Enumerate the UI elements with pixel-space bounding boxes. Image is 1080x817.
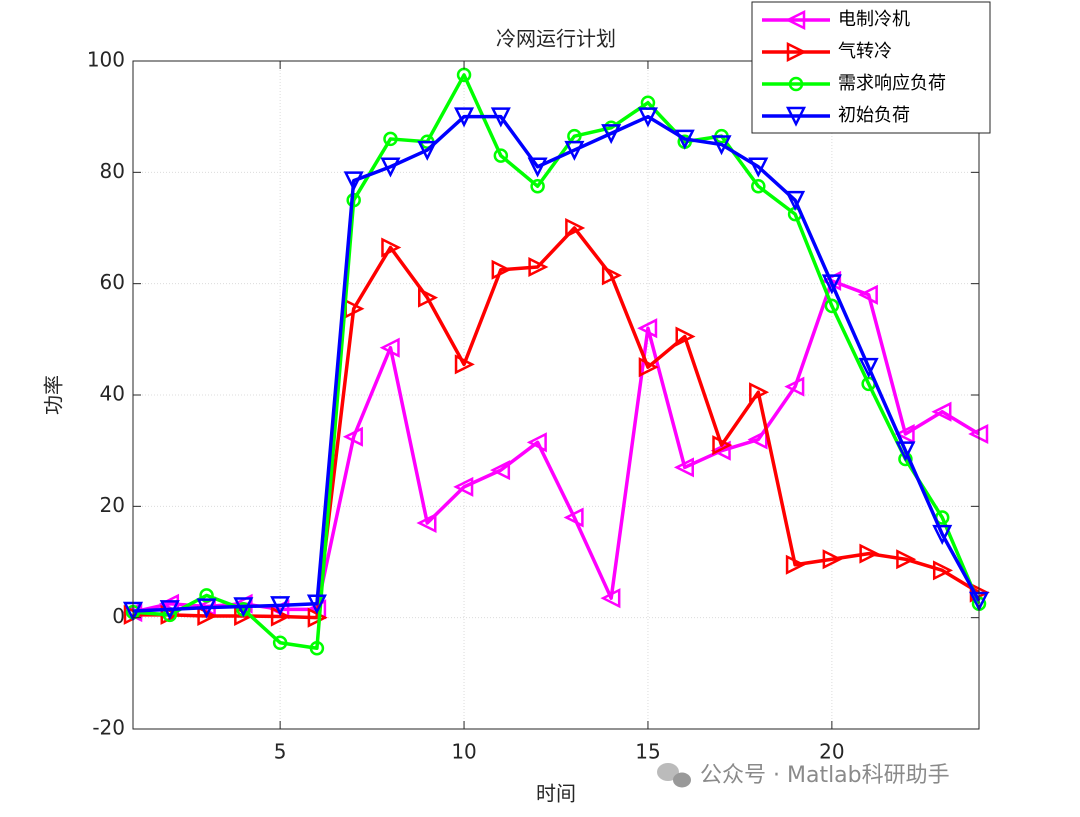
marker [674,129,695,150]
marker [527,157,548,178]
watermark-group: 公众号 · Matlab科研助手 [657,763,950,788]
marker [785,554,806,575]
marker [896,549,917,570]
marker [493,148,509,163]
marker [857,284,878,305]
marker [637,107,658,128]
marker [563,507,584,528]
marker [712,435,733,456]
marker [748,157,769,178]
y-tick-label: -20 [92,716,125,740]
marker [159,600,180,621]
marker [784,376,805,397]
marker [565,217,586,239]
marker [785,190,806,211]
legend-marker [786,41,807,63]
marker [196,598,217,619]
marker [272,635,288,650]
legend-label: 气转冷 [838,41,892,62]
y-tick-label: 0 [112,604,125,628]
marker [858,357,879,378]
marker [673,457,694,478]
marker [749,382,770,403]
marker [600,588,621,609]
marker [751,179,766,194]
y-tick-label: 100 [87,48,125,72]
legend-marker [788,76,804,92]
marker [526,432,547,453]
legend-label: 初始负荷 [838,105,910,126]
marker [343,171,364,192]
watermark-icon [673,772,691,788]
y-tick-label: 60 [100,270,125,294]
marker [932,560,954,581]
marker [197,605,218,627]
marker [859,543,880,564]
ticks: -20 0 20 40 60 80 100 5 10 15 20 [87,48,979,764]
marker [306,594,327,615]
marker [199,588,214,603]
x-tick-label: 10 [451,740,476,764]
marker [931,401,952,422]
y-tick-label: 40 [100,382,125,406]
marker [380,157,401,178]
watermark: 公众号 · Matlab科研助手 [700,763,950,788]
marker [601,124,622,145]
marker [675,326,696,347]
y-axis-label: 功率 [42,375,66,415]
marker [270,596,291,617]
marker [454,107,475,128]
marker [528,256,549,277]
marker [747,429,768,450]
marker [564,140,585,161]
marker [417,140,438,161]
legend-label: 电制冷机 [838,9,910,30]
legend-marker [785,9,806,31]
watermark-icon [657,763,679,781]
marker [416,513,437,534]
marker [379,337,400,358]
marker [454,354,475,375]
marker [637,318,658,339]
marker [418,287,439,308]
legend-label: 需求响应负荷 [838,73,946,94]
marker [894,423,915,444]
line [132,114,981,613]
marker [711,135,732,156]
marker [383,131,398,147]
marker [309,641,325,656]
marker [895,441,916,462]
marker [822,549,843,570]
line [132,73,981,651]
marker [638,357,659,378]
marker [491,259,512,280]
y-tick-label: 20 [100,493,125,517]
marker [453,476,474,497]
marker [601,265,622,286]
x-axis-label: 时间 [536,782,576,806]
marker [233,597,254,618]
x-tick-label: 5 [274,740,287,764]
y-tick-label: 80 [100,159,125,183]
marker [530,179,545,194]
marker [342,426,363,447]
marker [381,237,402,258]
chart-title: 冷网运行计划 [496,27,616,51]
marker [490,460,511,481]
marker [824,298,840,314]
marker [932,524,953,545]
x-tick-label: 15 [635,740,660,764]
marker [821,274,842,295]
legend-box [751,1,991,134]
x-tick-label: 20 [819,740,844,764]
legend-marker [785,106,807,127]
marker [490,107,511,128]
